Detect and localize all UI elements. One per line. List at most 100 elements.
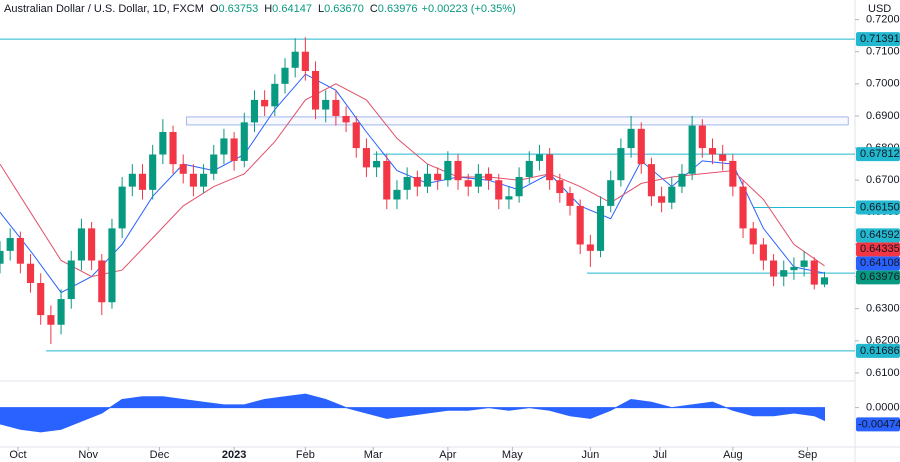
candle-body xyxy=(118,186,126,229)
candle-body xyxy=(566,193,574,206)
candle-body xyxy=(108,228,116,303)
candle-body xyxy=(759,244,767,261)
candle-body xyxy=(230,138,238,161)
candle-body xyxy=(556,180,564,194)
candle-body xyxy=(138,173,147,190)
osc-tick-label: 0.00000 xyxy=(866,402,900,414)
candle-body xyxy=(525,160,533,177)
candle-body xyxy=(362,148,370,168)
candle-body xyxy=(423,173,432,187)
candle-body xyxy=(342,115,350,123)
price-label: 0.64108 xyxy=(860,257,900,269)
candle-body xyxy=(220,138,228,155)
x-tick-label: Nov xyxy=(78,449,98,461)
price-label-box xyxy=(856,200,900,215)
candle-body xyxy=(780,270,788,277)
moving-average xyxy=(0,83,825,278)
x-tick-label: 2023 xyxy=(222,449,246,461)
candle-body xyxy=(668,186,676,203)
candle-body xyxy=(322,99,330,110)
x-tick-label: Apr xyxy=(439,449,456,461)
candle-body xyxy=(128,173,136,187)
ohlc-key: C xyxy=(370,3,378,15)
candle-body xyxy=(617,148,625,181)
moving-average xyxy=(0,73,825,294)
candle-body xyxy=(271,83,279,107)
price-label-box xyxy=(856,256,900,271)
candle-body xyxy=(16,238,24,264)
x-tick-label: Aug xyxy=(723,449,743,461)
zone xyxy=(186,116,849,126)
x-tick-label: Jun xyxy=(581,449,599,461)
candle-body xyxy=(647,164,655,197)
candle-body xyxy=(88,228,96,261)
ohlc-key: O xyxy=(210,3,219,15)
price-label-box xyxy=(856,242,900,257)
candle-body xyxy=(261,99,269,107)
osc-last-label: -0.00474 xyxy=(858,418,900,430)
candle-body xyxy=(607,180,615,206)
x-tick-label: Oct xyxy=(9,449,26,461)
candle-body xyxy=(739,186,747,229)
ohlc-key: H xyxy=(264,3,272,15)
candle-body xyxy=(240,122,248,161)
candle-body xyxy=(454,160,462,181)
candle-body xyxy=(698,125,706,149)
candle-body xyxy=(301,51,309,71)
candle-body xyxy=(770,260,778,277)
x-tick-label: May xyxy=(502,449,523,461)
candle-body xyxy=(474,173,482,187)
candle-body xyxy=(332,99,340,116)
candle-body xyxy=(719,154,727,161)
candle-body xyxy=(790,266,798,271)
candle-body xyxy=(352,122,360,149)
candle-body xyxy=(658,196,666,203)
oscillator-area xyxy=(0,393,825,433)
candle-body xyxy=(688,125,696,174)
candle-body xyxy=(37,282,45,316)
x-tick-label: Jul xyxy=(653,449,667,461)
candle-body xyxy=(515,176,523,197)
candle-body xyxy=(26,263,35,283)
candle-body xyxy=(708,148,717,155)
x-tick-label: Dec xyxy=(150,449,170,461)
candle-body xyxy=(637,128,645,165)
candle-body xyxy=(403,176,411,190)
price-label-box xyxy=(856,270,900,285)
candle-body xyxy=(98,260,106,303)
candle-body xyxy=(678,173,686,187)
candle-body xyxy=(250,99,259,123)
price-label: 0.67812 xyxy=(860,148,900,160)
ohlc-key: L xyxy=(318,3,324,15)
candle-body xyxy=(179,164,187,174)
candle-body xyxy=(576,205,584,245)
price-label-box xyxy=(856,228,900,243)
candle-body xyxy=(546,154,554,181)
candle-body xyxy=(281,67,289,84)
x-tick-label: Mar xyxy=(364,449,383,461)
candle-body xyxy=(6,238,14,251)
price-label: 0.64592 xyxy=(860,229,900,241)
candle-body xyxy=(495,180,503,200)
candle-body xyxy=(596,205,605,251)
candle-body xyxy=(210,154,218,174)
change: +0.00223 (+0.35%) xyxy=(422,3,516,15)
price-label: 0.66150 xyxy=(860,201,900,213)
candle-body xyxy=(383,160,391,200)
candle-body xyxy=(505,196,513,200)
candle-body xyxy=(535,154,544,161)
ohlc-value: 0.63976 xyxy=(378,3,418,15)
ohlc-value: 0.63670 xyxy=(324,3,364,15)
candle-body xyxy=(189,173,197,187)
price-label-box xyxy=(856,343,900,358)
price-label: 0.71391 xyxy=(860,33,900,45)
candle-body xyxy=(485,173,493,181)
price-label: 0.64335 xyxy=(860,243,900,255)
candle-body xyxy=(373,160,381,168)
